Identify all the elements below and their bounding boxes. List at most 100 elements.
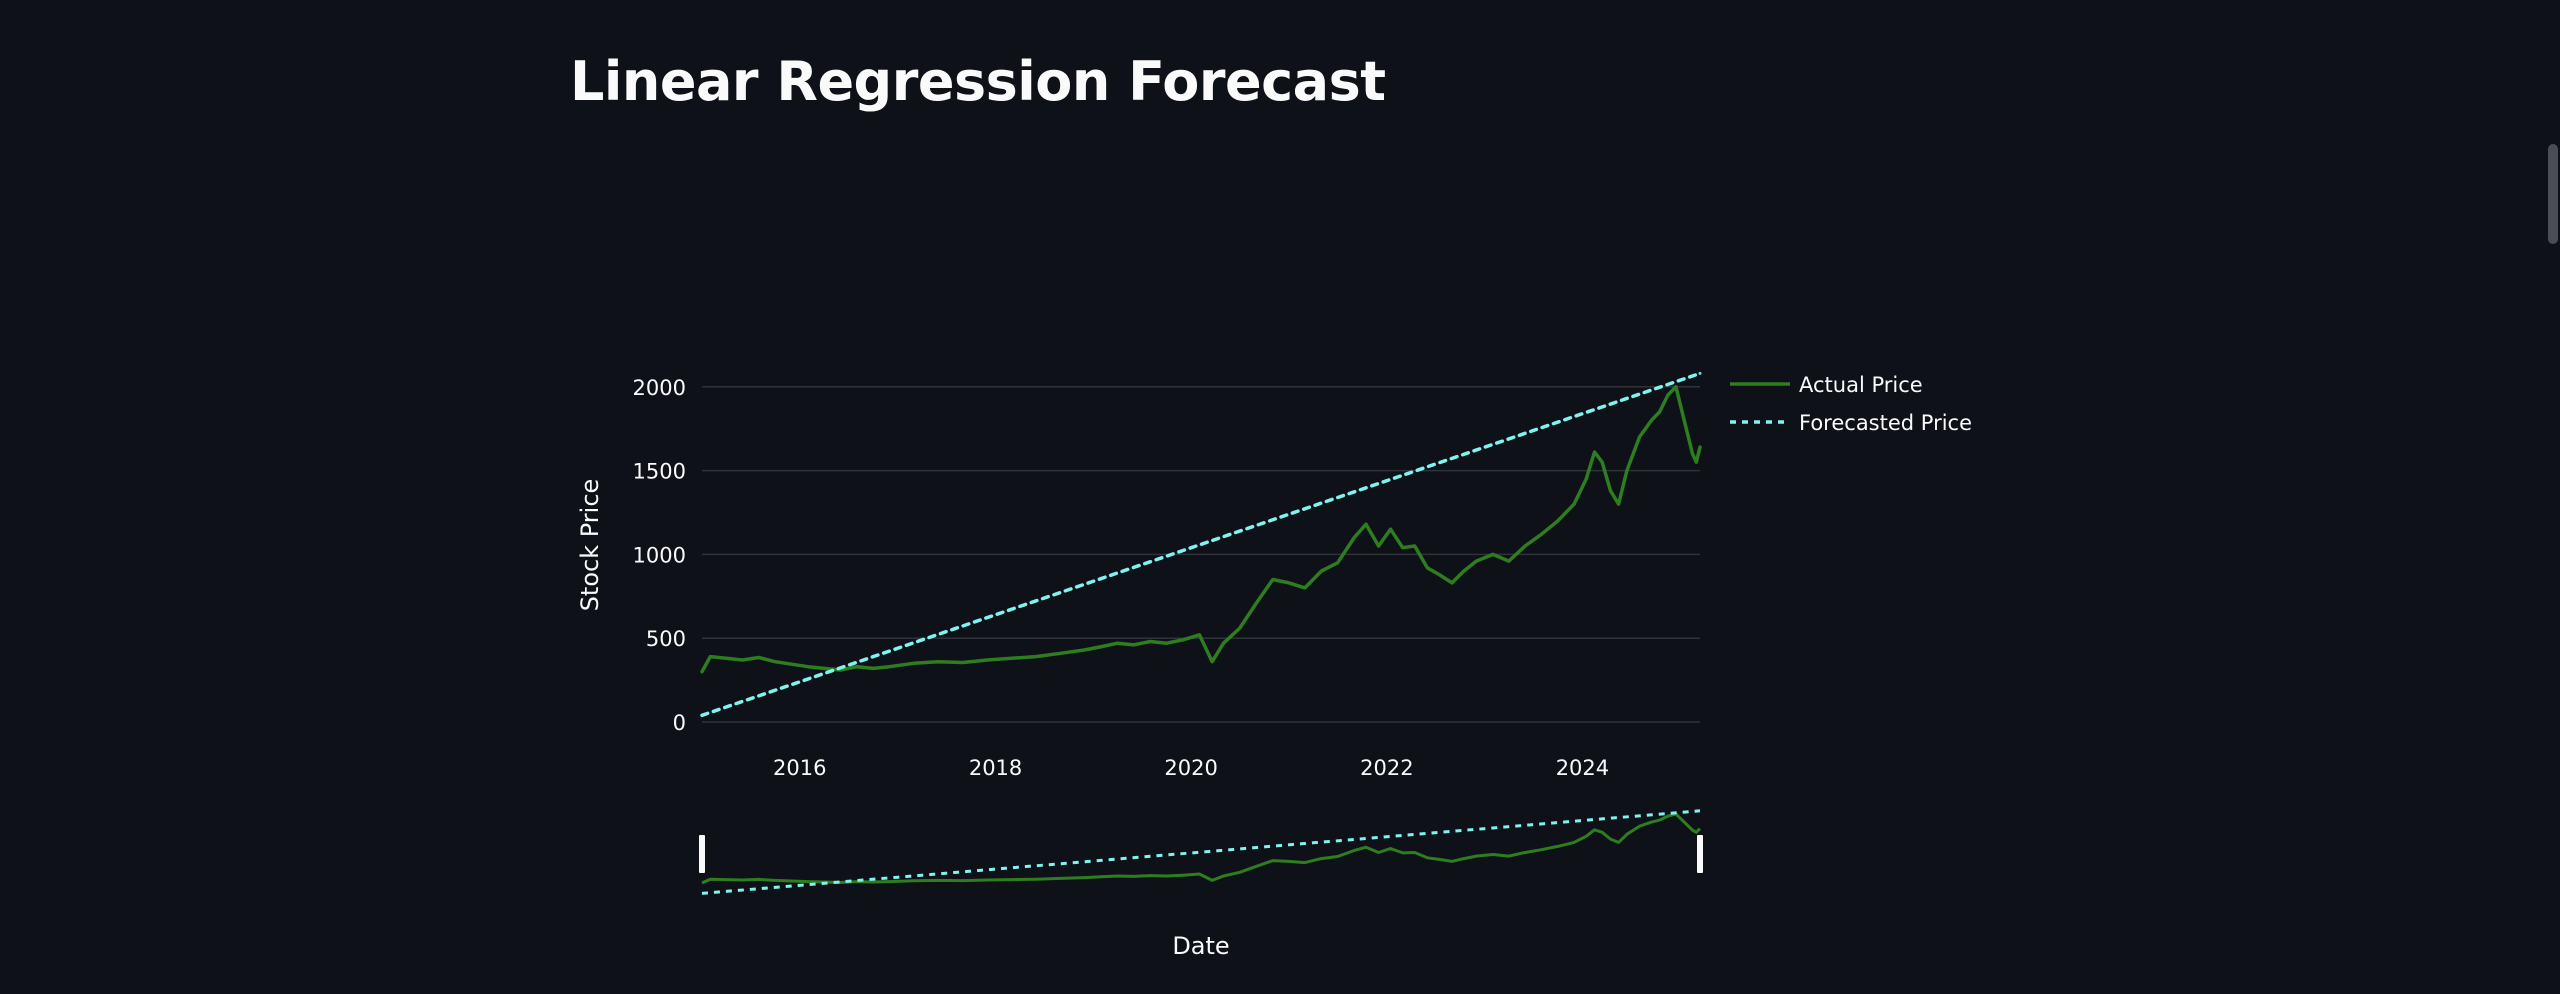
data-point-actual-price[interactable] [1674, 385, 1678, 389]
x-tick-label: 2018 [969, 756, 1022, 780]
data-point-actual-price[interactable] [1181, 638, 1185, 642]
data-point-actual-price[interactable] [1572, 502, 1576, 506]
x-tick-label: 2024 [1556, 756, 1609, 780]
data-point-actual-price[interactable] [1507, 559, 1511, 563]
page-title: Linear Regression Forecast [570, 50, 1386, 113]
range-slider-line-actual-price [701, 812, 1702, 885]
y-axis-title: Stock Price [576, 479, 604, 612]
data-point-actual-price[interactable] [1009, 656, 1013, 660]
range-slider-right-handle[interactable] [1697, 835, 1703, 873]
data-point-actual-price[interactable] [1592, 450, 1596, 454]
data-point-actual-price[interactable] [757, 655, 761, 659]
data-point-actual-price[interactable] [912, 661, 916, 665]
data-point-actual-price[interactable] [1462, 569, 1466, 573]
data-point-actual-price[interactable] [1584, 477, 1588, 481]
data-point-actual-price[interactable] [1148, 640, 1152, 644]
x-tick-label: 2022 [1360, 756, 1413, 780]
data-point-actual-price[interactable] [1319, 569, 1323, 573]
y-tick-label: 2000 [633, 376, 686, 400]
data-point-actual-price[interactable] [1694, 460, 1698, 464]
y-axis-ticks: 0 500 1000 1500 2000 [633, 376, 686, 735]
data-point-actual-price[interactable] [1271, 578, 1275, 582]
data-point-actual-price[interactable] [1352, 536, 1356, 540]
x-axis-title: Date [1172, 932, 1229, 960]
data-point-actual-price[interactable] [985, 658, 989, 662]
data-point-actual-price[interactable] [1625, 469, 1629, 473]
data-point-actual-price[interactable] [1450, 581, 1454, 585]
x-tick-label: 2020 [1164, 756, 1217, 780]
grid [702, 386, 1700, 723]
scrollbar-thumb[interactable] [2548, 144, 2558, 244]
data-point-actual-price[interactable] [1401, 546, 1405, 550]
y-tick-label: 0 [673, 711, 686, 735]
range-slider[interactable] [699, 809, 1703, 895]
data-point-actual-price[interactable] [1556, 519, 1560, 523]
data-point-actual-price[interactable] [1491, 552, 1495, 556]
data-point-actual-price[interactable] [1364, 522, 1368, 526]
data-point-actual-price[interactable] [724, 656, 728, 660]
data-point-actual-price[interactable] [1389, 527, 1393, 531]
data-point-actual-price[interactable] [700, 670, 704, 674]
legend[interactable]: Actual Price Forecasted Price [1730, 373, 1972, 435]
data-point-actual-price[interactable] [1609, 489, 1613, 493]
data-point-actual-price[interactable] [1336, 561, 1340, 565]
data-point-actual-price[interactable] [1413, 544, 1417, 548]
data-point-actual-price[interactable] [1425, 566, 1429, 570]
y-tick-label: 500 [646, 627, 686, 651]
data-point-actual-price[interactable] [1682, 418, 1686, 422]
plot-area[interactable] [700, 371, 1702, 718]
data-point-actual-price[interactable] [1100, 645, 1104, 649]
data-point-actual-price[interactable] [1698, 445, 1702, 449]
legend-label-forecasted-price[interactable]: Forecasted Price [1799, 411, 1972, 435]
data-point-actual-price[interactable] [1650, 418, 1654, 422]
data-point-actual-price[interactable] [1164, 641, 1168, 645]
data-point-actual-price[interactable] [1059, 651, 1063, 655]
x-tick-label: 2016 [773, 756, 826, 780]
data-point-actual-price[interactable] [1539, 532, 1543, 536]
data-point-actual-price[interactable] [1523, 544, 1527, 548]
range-slider-left-handle[interactable] [699, 835, 705, 873]
data-point-actual-price[interactable] [708, 655, 712, 659]
data-point-actual-price[interactable] [740, 658, 744, 662]
data-point-actual-price[interactable] [936, 660, 940, 664]
data-point-actual-price[interactable] [1437, 572, 1441, 576]
data-point-actual-price[interactable] [1658, 410, 1662, 414]
series-line-forecasted-price[interactable] [700, 371, 1702, 718]
data-point-actual-price[interactable] [1034, 655, 1038, 659]
data-point-forecasted-price[interactable] [700, 713, 704, 717]
data-point-actual-price[interactable] [1197, 633, 1201, 637]
data-point-actual-price[interactable] [887, 665, 891, 669]
series-line-actual-price[interactable] [700, 385, 1702, 674]
data-point-actual-price[interactable] [806, 665, 810, 669]
data-point-actual-price[interactable] [773, 660, 777, 664]
data-point-actual-price[interactable] [1221, 641, 1225, 645]
data-point-actual-price[interactable] [1210, 660, 1214, 664]
data-point-actual-price[interactable] [1115, 641, 1119, 645]
data-point-actual-price[interactable] [1377, 544, 1381, 548]
y-tick-label: 1000 [633, 543, 686, 567]
data-point-actual-price[interactable] [789, 662, 793, 666]
page-scrollbar[interactable] [2544, 0, 2560, 994]
y-tick-label: 1500 [633, 460, 686, 484]
data-point-actual-price[interactable] [855, 665, 859, 669]
data-point-actual-price[interactable] [1303, 586, 1307, 590]
data-point-actual-price[interactable] [1691, 452, 1695, 456]
data-point-actual-price[interactable] [871, 666, 875, 670]
data-point-actual-price[interactable] [1254, 601, 1258, 605]
x-axis-ticks: 2016 2018 2020 2022 2024 [773, 756, 1609, 780]
data-point-actual-price[interactable] [822, 666, 826, 670]
data-point-actual-price[interactable] [1238, 626, 1242, 630]
data-point-actual-price[interactable] [1666, 393, 1670, 397]
data-point-actual-price[interactable] [961, 660, 965, 664]
data-point-forecasted-price[interactable] [1698, 371, 1702, 375]
data-point-actual-price[interactable] [1600, 460, 1604, 464]
data-point-actual-price[interactable] [1474, 559, 1478, 563]
legend-label-actual-price[interactable]: Actual Price [1799, 373, 1923, 397]
data-point-actual-price[interactable] [1637, 435, 1641, 439]
data-point-actual-price[interactable] [1083, 648, 1087, 652]
data-point-actual-price[interactable] [1132, 643, 1136, 647]
data-point-actual-price[interactable] [1617, 502, 1621, 506]
data-point-actual-price[interactable] [1287, 581, 1291, 585]
